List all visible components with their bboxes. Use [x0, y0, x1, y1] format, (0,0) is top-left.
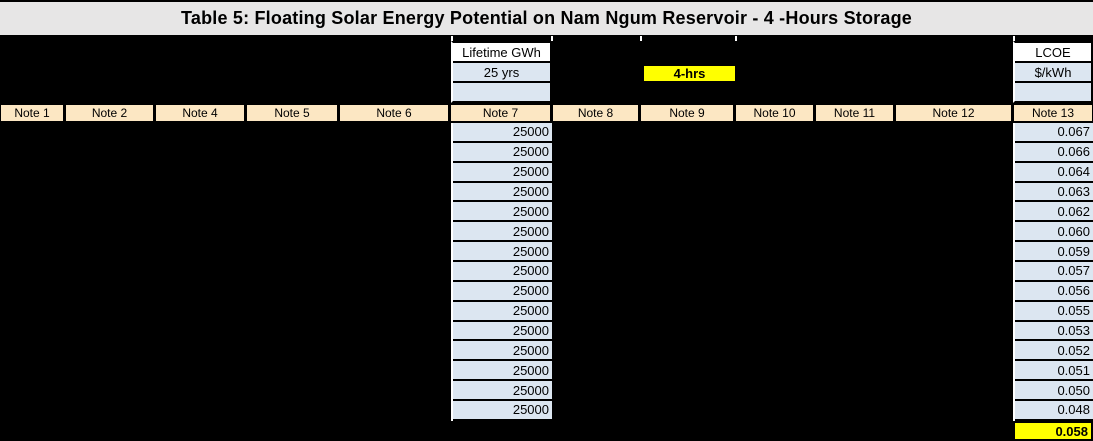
- lcoe-value-column: 0.067 0.066 0.064 0.063 0.062 0.060 0.05…: [1013, 123, 1093, 421]
- storage-duration-cell[interactable]: 4-hrs: [642, 64, 737, 83]
- lifetime-value-cell[interactable]: 25000: [453, 301, 552, 322]
- lcoe-value-cell[interactable]: 0.055: [1015, 301, 1093, 322]
- lifetime-value-cell[interactable]: 25000: [453, 222, 552, 243]
- lifetime-value-cell[interactable]: 25000: [453, 202, 552, 223]
- lifetime-empty-cell[interactable]: [453, 83, 550, 101]
- lifetime-value-cell[interactable]: 25000: [453, 162, 552, 183]
- lcoe-value-cell[interactable]: 0.053: [1015, 321, 1093, 342]
- lcoe-value-cell[interactable]: 0.062: [1015, 202, 1093, 223]
- note-cell-8[interactable]: Note 8: [552, 105, 640, 121]
- lifetime-value-cell[interactable]: 25000: [453, 242, 552, 263]
- lcoe-value-cell[interactable]: 0.051: [1015, 361, 1093, 382]
- lcoe-empty-cell[interactable]: [1015, 83, 1091, 101]
- lifetime-value-cell[interactable]: 25000: [453, 142, 552, 163]
- lcoe-value-cell[interactable]: 0.050: [1015, 381, 1093, 402]
- lifetime-value-cell[interactable]: 25000: [453, 123, 552, 143]
- note-header-row: Note 1 Note 2 Note 4 Note 5 Note 6 Note …: [0, 103, 1093, 123]
- lcoe-value-cell[interactable]: 0.052: [1015, 341, 1093, 362]
- lcoe-subheader-cell[interactable]: $/kWh: [1015, 63, 1091, 83]
- note-cell-7[interactable]: Note 7: [450, 105, 552, 121]
- lcoe-value-cell[interactable]: 0.063: [1015, 182, 1093, 203]
- note-cell-13[interactable]: Note 13: [1013, 105, 1093, 121]
- lifetime-header-block: Lifetime GWh 25 yrs: [451, 41, 552, 103]
- lcoe-value-cell[interactable]: 0.048: [1015, 401, 1093, 421]
- lcoe-header-block: LCOE $/kWh: [1013, 41, 1093, 103]
- top-row-border: [0, 0, 1093, 2]
- lcoe-value-cell[interactable]: 0.057: [1015, 262, 1093, 282]
- lifetime-value-cell[interactable]: 25000: [453, 361, 552, 382]
- lifetime-value-cell[interactable]: 25000: [453, 381, 552, 402]
- grid-tick: [451, 36, 453, 41]
- note-cell-11[interactable]: Note 11: [815, 105, 895, 121]
- lcoe-header-cell[interactable]: LCOE: [1015, 43, 1091, 63]
- lcoe-value-cell[interactable]: 0.056: [1015, 281, 1093, 302]
- lcoe-highlight-cell[interactable]: 0.058: [1013, 421, 1093, 441]
- lcoe-value-cell[interactable]: 0.060: [1015, 222, 1093, 243]
- lifetime-value-cell[interactable]: 25000: [453, 401, 552, 421]
- note-cell-5[interactable]: Note 5: [246, 105, 339, 121]
- note-cell-6[interactable]: Note 6: [339, 105, 450, 121]
- lcoe-value-cell[interactable]: 0.067: [1015, 123, 1093, 143]
- lifetime-value-cell[interactable]: 25000: [453, 262, 552, 282]
- lifetime-value-cell[interactable]: 25000: [453, 341, 552, 362]
- note-cell-1[interactable]: Note 1: [0, 105, 65, 121]
- lifetime-value-cell[interactable]: 25000: [453, 321, 552, 342]
- lifetime-value-column: 25000 25000 25000 25000 25000 25000 2500…: [451, 123, 552, 421]
- lcoe-value-cell[interactable]: 0.059: [1015, 242, 1093, 263]
- grid-tick: [735, 36, 737, 41]
- lifetime-subheader-cell[interactable]: 25 yrs: [453, 63, 550, 83]
- grid-tick: [551, 36, 553, 41]
- grid-tick: [1013, 36, 1015, 41]
- note-cell-12[interactable]: Note 12: [895, 105, 1013, 121]
- note-cell-10[interactable]: Note 10: [735, 105, 815, 121]
- lcoe-value-cell[interactable]: 0.066: [1015, 142, 1093, 163]
- lifetime-value-cell[interactable]: 25000: [453, 281, 552, 302]
- note-cell-4[interactable]: Note 4: [155, 105, 246, 121]
- grid-tick: [640, 36, 642, 41]
- lifetime-header-cell[interactable]: Lifetime GWh: [453, 43, 550, 63]
- lifetime-value-cell[interactable]: 25000: [453, 182, 552, 203]
- note-cell-2[interactable]: Note 2: [65, 105, 155, 121]
- table-title: Table 5: Floating Solar Energy Potential…: [0, 2, 1093, 38]
- note-cell-9[interactable]: Note 9: [640, 105, 735, 121]
- lcoe-value-cell[interactable]: 0.064: [1015, 162, 1093, 183]
